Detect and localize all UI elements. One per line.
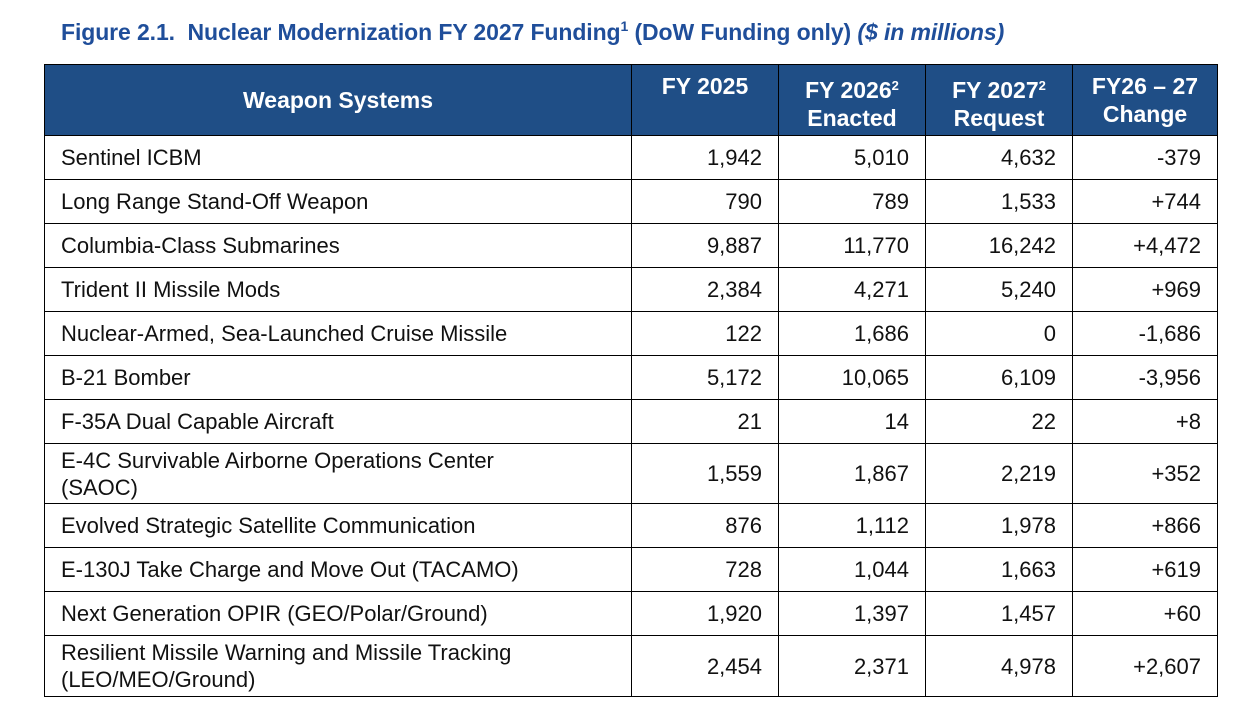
fy2026-cell: 2,371	[778, 635, 926, 697]
header-row: Weapon Systems FY 2025 FY 20262 Enacted F…	[44, 64, 1218, 136]
fy2026-cell: 1,112	[778, 503, 926, 548]
fy2026-footnote-marker: 2	[891, 78, 899, 93]
fy2026-cell: 1,686	[778, 311, 926, 356]
header-fy2026: FY 20262 Enacted	[778, 64, 926, 136]
figure-scope: (DoW Funding only)	[634, 19, 852, 45]
weapon-system-cell: E-4C Survivable Airborne Operations Cent…	[44, 443, 632, 504]
change-cell: -3,956	[1072, 355, 1218, 400]
weapon-system-cell: Evolved Strategic Satellite Communicatio…	[44, 503, 632, 548]
fy2025-cell: 1,942	[631, 135, 779, 180]
fy2025-cell: 2,454	[631, 635, 779, 697]
weapon-system-cell: Sentinel ICBM	[44, 135, 632, 180]
change-cell: +744	[1072, 179, 1218, 224]
change-cell: +4,472	[1072, 223, 1218, 268]
figure-units: ($ in millions)	[857, 19, 1005, 45]
weapon-system-cell: B-21 Bomber	[44, 355, 632, 400]
change-cell: +8	[1072, 399, 1218, 444]
fy2026-cell: 4,271	[778, 267, 926, 312]
fy2025-cell: 876	[631, 503, 779, 548]
fy2027-cell: 5,240	[925, 267, 1073, 312]
header-change: FY26 – 27 Change	[1072, 64, 1218, 136]
change-cell: +2,607	[1072, 635, 1218, 697]
fy2027-cell: 4,978	[925, 635, 1073, 697]
funding-table: Weapon Systems FY 2025 FY 20262 Enacted F…	[44, 64, 1218, 697]
fy2025-cell: 9,887	[631, 223, 779, 268]
change-cell: +866	[1072, 503, 1218, 548]
fy2027-cell: 0	[925, 311, 1073, 356]
table-row: B-21 Bomber 5,172 10,065 6,109 -3,956	[44, 355, 1218, 400]
weapon-system-cell: Nuclear-Armed, Sea-Launched Cruise Missi…	[44, 311, 632, 356]
weapon-system-cell: Trident II Missile Mods	[44, 267, 632, 312]
fy2026-cell: 10,065	[778, 355, 926, 400]
table-row: Sentinel ICBM 1,942 5,010 4,632 -379	[44, 135, 1218, 180]
title-footnote-marker: 1	[620, 18, 629, 34]
fy2027-cell: 2,219	[925, 443, 1073, 504]
weapon-system-cell: E-130J Take Charge and Move Out (TACAMO)	[44, 547, 632, 592]
fy2026-cell: 14	[778, 399, 926, 444]
fy2027-footnote-marker: 2	[1038, 78, 1046, 93]
change-cell: +969	[1072, 267, 1218, 312]
fy2025-cell: 5,172	[631, 355, 779, 400]
table-row: Resilient Missile Warning and Missile Tr…	[44, 635, 1218, 697]
weapon-system-cell: F-35A Dual Capable Aircraft	[44, 399, 632, 444]
fy2027-cell: 1,533	[925, 179, 1073, 224]
fy2026-cell: 1,397	[778, 591, 926, 636]
table-row: Long Range Stand-Off Weapon 790 789 1,53…	[44, 179, 1218, 224]
table-row: Nuclear-Armed, Sea-Launched Cruise Missi…	[44, 311, 1218, 356]
fy2025-cell: 1,920	[631, 591, 779, 636]
fy2025-cell: 728	[631, 547, 779, 592]
fy2026-cell: 1,867	[778, 443, 926, 504]
header-fy2027: FY 20272 Request	[925, 64, 1073, 136]
fy2027-cell: 22	[925, 399, 1073, 444]
change-cell: +352	[1072, 443, 1218, 504]
table-row: Evolved Strategic Satellite Communicatio…	[44, 503, 1218, 548]
weapon-system-cell: Long Range Stand-Off Weapon	[44, 179, 632, 224]
fy2027-cell: 4,632	[925, 135, 1073, 180]
fy2026-cell: 1,044	[778, 547, 926, 592]
figure-label: Figure 2.1.	[61, 19, 175, 45]
table-row: Columbia-Class Submarines 9,887 11,770 1…	[44, 223, 1218, 268]
table-row: F-35A Dual Capable Aircraft 21 14 22 +8	[44, 399, 1218, 444]
fy2025-cell: 2,384	[631, 267, 779, 312]
weapon-system-cell: Resilient Missile Warning and Missile Tr…	[44, 635, 632, 697]
fy2025-cell: 1,559	[631, 443, 779, 504]
figure-title: Nuclear Modernization FY 2027 Funding	[187, 19, 621, 45]
figure-caption: Figure 2.1. Nuclear Modernization FY 202…	[61, 18, 1004, 46]
fy2027-cell: 1,663	[925, 547, 1073, 592]
fy2027-cell: 1,457	[925, 591, 1073, 636]
fy2025-cell: 21	[631, 399, 779, 444]
fy2027-cell: 1,978	[925, 503, 1073, 548]
table-row: Trident II Missile Mods 2,384 4,271 5,24…	[44, 267, 1218, 312]
change-cell: +619	[1072, 547, 1218, 592]
header-weapon-systems: Weapon Systems	[44, 64, 632, 136]
fy2025-cell: 122	[631, 311, 779, 356]
header-fy2025: FY 2025	[631, 64, 779, 136]
fy2025-cell: 790	[631, 179, 779, 224]
fy2027-cell: 16,242	[925, 223, 1073, 268]
weapon-system-cell: Columbia-Class Submarines	[44, 223, 632, 268]
weapon-system-cell: Next Generation OPIR (GEO/Polar/Ground)	[44, 591, 632, 636]
change-cell: +60	[1072, 591, 1218, 636]
table-row: Next Generation OPIR (GEO/Polar/Ground) …	[44, 591, 1218, 636]
fy2026-cell: 5,010	[778, 135, 926, 180]
change-cell: -379	[1072, 135, 1218, 180]
fy2027-cell: 6,109	[925, 355, 1073, 400]
fy2026-cell: 11,770	[778, 223, 926, 268]
table-row: E-130J Take Charge and Move Out (TACAMO)…	[44, 547, 1218, 592]
table-row: E-4C Survivable Airborne Operations Cent…	[44, 443, 1218, 504]
fy2026-cell: 789	[778, 179, 926, 224]
change-cell: -1,686	[1072, 311, 1218, 356]
